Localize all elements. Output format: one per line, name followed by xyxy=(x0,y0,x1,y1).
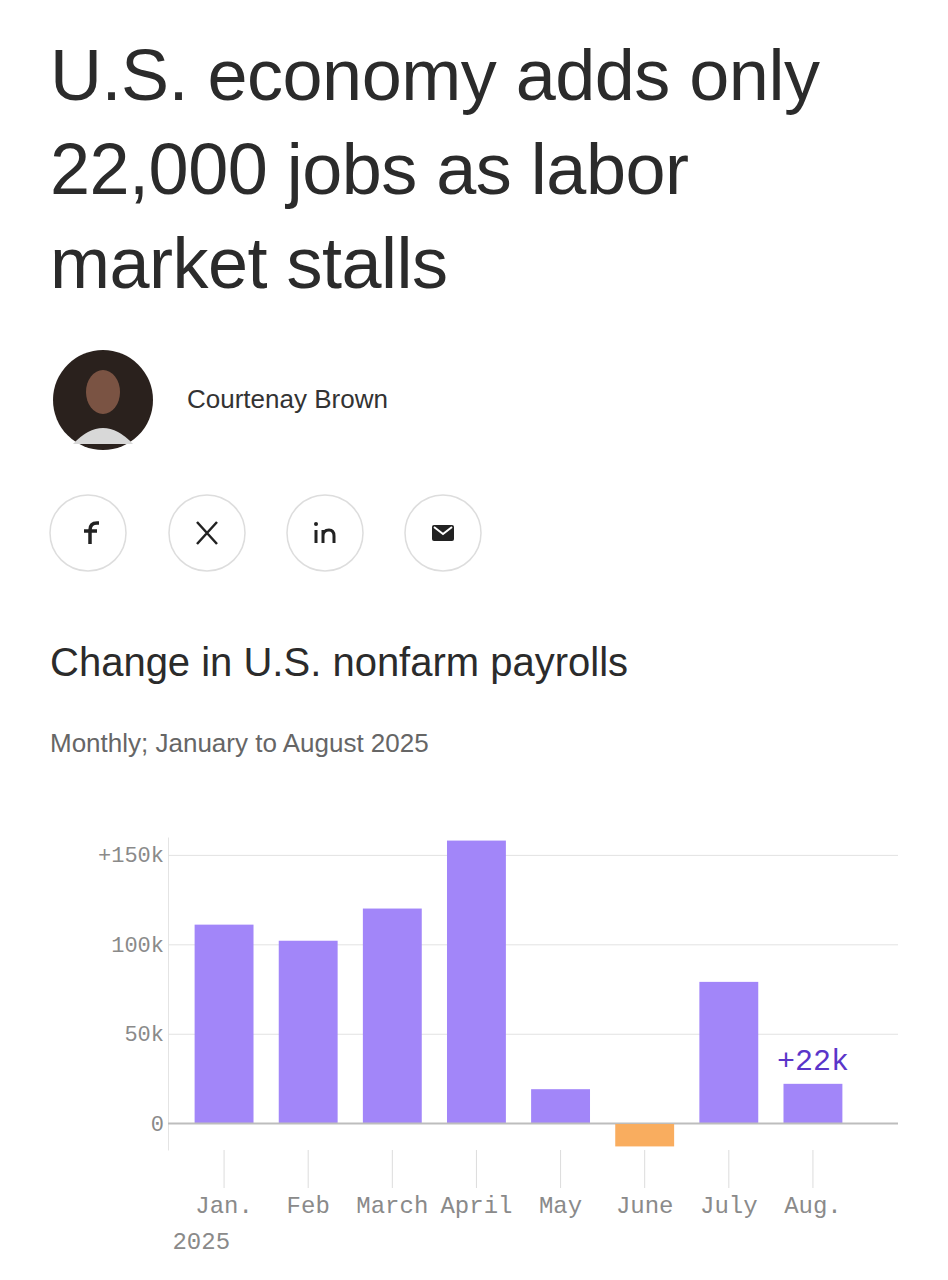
y-axis: 0 50k 100k +150k xyxy=(98,838,898,1151)
x-tick-line xyxy=(308,1150,309,1188)
share-button[interactable] xyxy=(169,495,245,571)
y-tick-label: 0 xyxy=(151,1113,164,1138)
share-email[interactable] xyxy=(405,495,481,571)
bar xyxy=(447,841,506,1124)
share-linkedin[interactable] xyxy=(287,495,363,571)
x-tick: June xyxy=(616,1150,674,1220)
avatar-shirt xyxy=(73,428,133,444)
x-tick-label: March xyxy=(356,1193,428,1220)
data-labels: +22k xyxy=(777,1045,849,1079)
y-tick-label: 50k xyxy=(124,1023,164,1048)
x-tick-label: May xyxy=(539,1193,582,1220)
x-tick: Feb xyxy=(287,1150,330,1220)
share-button[interactable] xyxy=(50,495,126,571)
byline-and-share xyxy=(0,340,948,580)
chart-subtitle: Monthly; January to August 2025 xyxy=(50,728,429,759)
icon-glyph[interactable] xyxy=(432,525,454,541)
x-tick-line xyxy=(728,1150,729,1188)
zero-line xyxy=(168,1122,898,1124)
bar xyxy=(531,1089,590,1123)
bar xyxy=(195,925,254,1124)
data-label: +22k xyxy=(777,1045,849,1079)
x-tick-label-line: 2025 xyxy=(172,1229,230,1256)
avatar-bg xyxy=(53,350,153,450)
bar xyxy=(615,1123,674,1146)
x-tick-label: Aug. xyxy=(784,1193,842,1220)
x-tick-label-line: Jan. xyxy=(195,1193,253,1220)
x-tick-label: July xyxy=(700,1193,758,1220)
x-tick-line xyxy=(392,1150,393,1188)
grid-line xyxy=(168,1034,898,1035)
bar xyxy=(279,941,338,1123)
x-tick: July xyxy=(700,1150,758,1220)
x-tick-line xyxy=(644,1150,645,1188)
icon-glyph[interactable] xyxy=(197,522,217,544)
icon-glyph[interactable] xyxy=(316,530,334,543)
bars xyxy=(195,841,843,1147)
icon-glyph[interactable] xyxy=(84,523,99,544)
bar xyxy=(363,909,422,1124)
author: Courtenay Brown xyxy=(187,384,388,415)
y-axis-line xyxy=(168,838,169,1151)
x-tick: April xyxy=(440,1150,512,1220)
icon-glyph[interactable] xyxy=(314,522,318,526)
x-tick-line xyxy=(224,1150,225,1188)
x-tick: Jan. 2025 xyxy=(172,1150,252,1256)
avatar xyxy=(53,350,153,450)
grid-line xyxy=(168,1123,898,1125)
x-tick-line xyxy=(476,1150,477,1188)
x-tick: Aug. xyxy=(784,1150,842,1220)
bar xyxy=(783,1084,842,1123)
share-facebook[interactable] xyxy=(50,495,126,571)
icon-glyph[interactable] xyxy=(434,527,452,534)
x-tick-line xyxy=(560,1150,561,1188)
share-button[interactable] xyxy=(287,495,363,571)
x-tick-label: Feb xyxy=(287,1193,330,1220)
x-tick: March xyxy=(356,1150,428,1220)
bar xyxy=(699,982,758,1123)
chart: 0 50k 100k +150k Jan. 2025 Feb March April May Jun… xyxy=(0,800,948,1280)
x-tick-line xyxy=(812,1150,813,1188)
x-tick: May xyxy=(539,1150,582,1220)
x-tick-label: Jan. 2025 xyxy=(172,1193,252,1256)
avatar-face xyxy=(86,370,120,414)
grid-line xyxy=(168,855,898,856)
x-axis: Jan. 2025 Feb March April May June July Aug. xyxy=(172,1150,841,1256)
headline: U.S. economy adds only 22,000 jobs as la… xyxy=(50,28,920,310)
x-tick-label: April xyxy=(440,1193,512,1220)
grid-line xyxy=(168,944,898,945)
share-button[interactable] xyxy=(405,495,481,571)
y-tick-label: 100k xyxy=(111,934,164,959)
y-tick-label: +150k xyxy=(98,844,164,869)
chart-title: Change in U.S. nonfarm payrolls xyxy=(50,640,628,685)
x-tick-label: June xyxy=(616,1193,674,1220)
share-x[interactable] xyxy=(169,495,245,571)
